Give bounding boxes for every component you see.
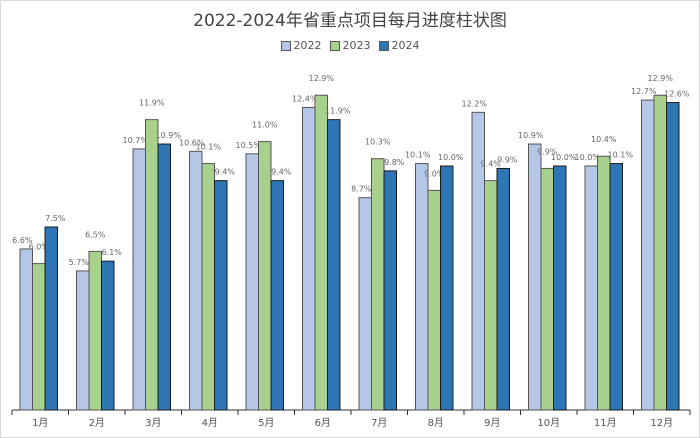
data-label: 9.4%: [215, 168, 236, 177]
data-label: 10.6%: [179, 138, 205, 147]
bar-2022: [76, 270, 90, 411]
bar-2023: [32, 263, 46, 411]
data-label: 9.4%: [481, 160, 502, 169]
x-tick-label: 8月: [428, 417, 444, 429]
data-label: 12.4%: [292, 94, 318, 103]
data-label: 10.9%: [518, 131, 544, 140]
data-label: 11.9%: [325, 107, 351, 116]
bar-2023: [597, 155, 611, 411]
data-label: 10.1%: [608, 151, 634, 160]
bar-2022: [471, 111, 485, 411]
bar-2024: [214, 180, 228, 411]
data-label: 7.5%: [45, 214, 66, 223]
legend-label: 2023: [342, 39, 371, 52]
bar-2024: [157, 143, 171, 411]
bar-2024: [666, 102, 680, 411]
legend-label: 2022: [293, 39, 322, 52]
bar-2023: [427, 189, 441, 411]
data-label: 12.2%: [462, 99, 488, 108]
data-label: 10.3%: [365, 138, 391, 147]
bar-2024: [496, 167, 510, 411]
bar-2023: [201, 163, 215, 411]
bar-2024: [44, 226, 58, 411]
x-tick-label: 10月: [537, 417, 560, 429]
x-tick-label: 11月: [594, 417, 617, 429]
data-label: 10.0%: [575, 153, 601, 162]
data-label: 6.1%: [102, 248, 123, 257]
legend-swatch: [378, 40, 389, 51]
x-tick-label: 3月: [145, 417, 161, 429]
bar-2022: [189, 150, 203, 411]
x-tick-label: 4月: [202, 417, 218, 429]
legend-swatch: [280, 40, 291, 51]
data-label: 10.0%: [438, 153, 464, 162]
bar-2023: [484, 180, 498, 411]
data-label: 10.4%: [591, 135, 617, 144]
data-label: 12.9%: [648, 74, 674, 83]
bar-2023: [540, 167, 554, 411]
data-label: 10.0%: [551, 153, 577, 162]
bar-2024: [553, 165, 567, 411]
data-label: 6.0%: [29, 243, 50, 252]
data-label: 9.9%: [537, 147, 558, 156]
data-label: 9.8%: [384, 158, 405, 167]
legend-item-2023: 2023: [329, 39, 371, 52]
data-label: 11.9%: [139, 99, 165, 108]
legend-item-2022: 2022: [280, 39, 322, 52]
bar-2022: [358, 197, 372, 411]
bar-2022: [19, 248, 33, 411]
data-label: 10.5%: [236, 141, 262, 150]
legend-item-2024: 2024: [378, 39, 420, 52]
data-label: 10.9%: [156, 131, 182, 140]
x-tick-label: 6月: [315, 417, 331, 429]
bar-2022: [641, 99, 655, 411]
bar-2022: [245, 153, 259, 411]
bar-2023: [653, 94, 667, 411]
x-tick-label: 2月: [89, 417, 105, 429]
bar-2022: [528, 143, 542, 411]
legend: 2022 2023 2024: [0, 39, 700, 52]
data-label: 12.6%: [664, 90, 690, 99]
data-label: 5.7%: [69, 258, 90, 267]
bar-2023: [371, 158, 385, 411]
bar-2024: [383, 170, 397, 411]
bar-2022: [584, 165, 598, 411]
data-label: 6.6%: [12, 236, 33, 245]
data-label: 9.4%: [271, 168, 292, 177]
bar-2022: [132, 148, 146, 411]
bar-2024: [101, 260, 115, 411]
data-label: 10.1%: [196, 143, 222, 152]
data-label: 8.7%: [351, 185, 372, 194]
bar-2023: [258, 141, 272, 411]
legend-swatch: [329, 40, 340, 51]
legend-label: 2024: [391, 39, 420, 52]
bar-2022: [302, 106, 316, 411]
x-tick-label: 12月: [650, 417, 673, 429]
data-label: 12.7%: [631, 87, 657, 96]
data-label: 9.9%: [497, 155, 518, 164]
bar-2023: [314, 94, 328, 411]
bar-2024: [270, 180, 284, 411]
bar-2024: [440, 165, 454, 411]
x-tick-label: 1月: [32, 417, 48, 429]
bar-2023: [88, 250, 102, 411]
bar-2022: [415, 163, 429, 411]
data-label: 11.0%: [252, 121, 278, 130]
data-label: 10.1%: [405, 151, 431, 160]
bar-2024: [609, 163, 623, 411]
x-tick-label: 9月: [484, 417, 500, 429]
x-tick-label: 5月: [258, 417, 274, 429]
data-label: 12.9%: [309, 74, 335, 83]
x-tick-label: 7月: [371, 417, 387, 429]
data-label: 10.7%: [123, 136, 149, 145]
data-label: 6.5%: [85, 230, 106, 239]
bar-2024: [327, 119, 341, 411]
data-label: 9.0%: [424, 169, 445, 178]
bar-2023: [145, 119, 159, 411]
chart-title: 2022-2024年省重点项目每月进度柱状图: [193, 11, 507, 31]
